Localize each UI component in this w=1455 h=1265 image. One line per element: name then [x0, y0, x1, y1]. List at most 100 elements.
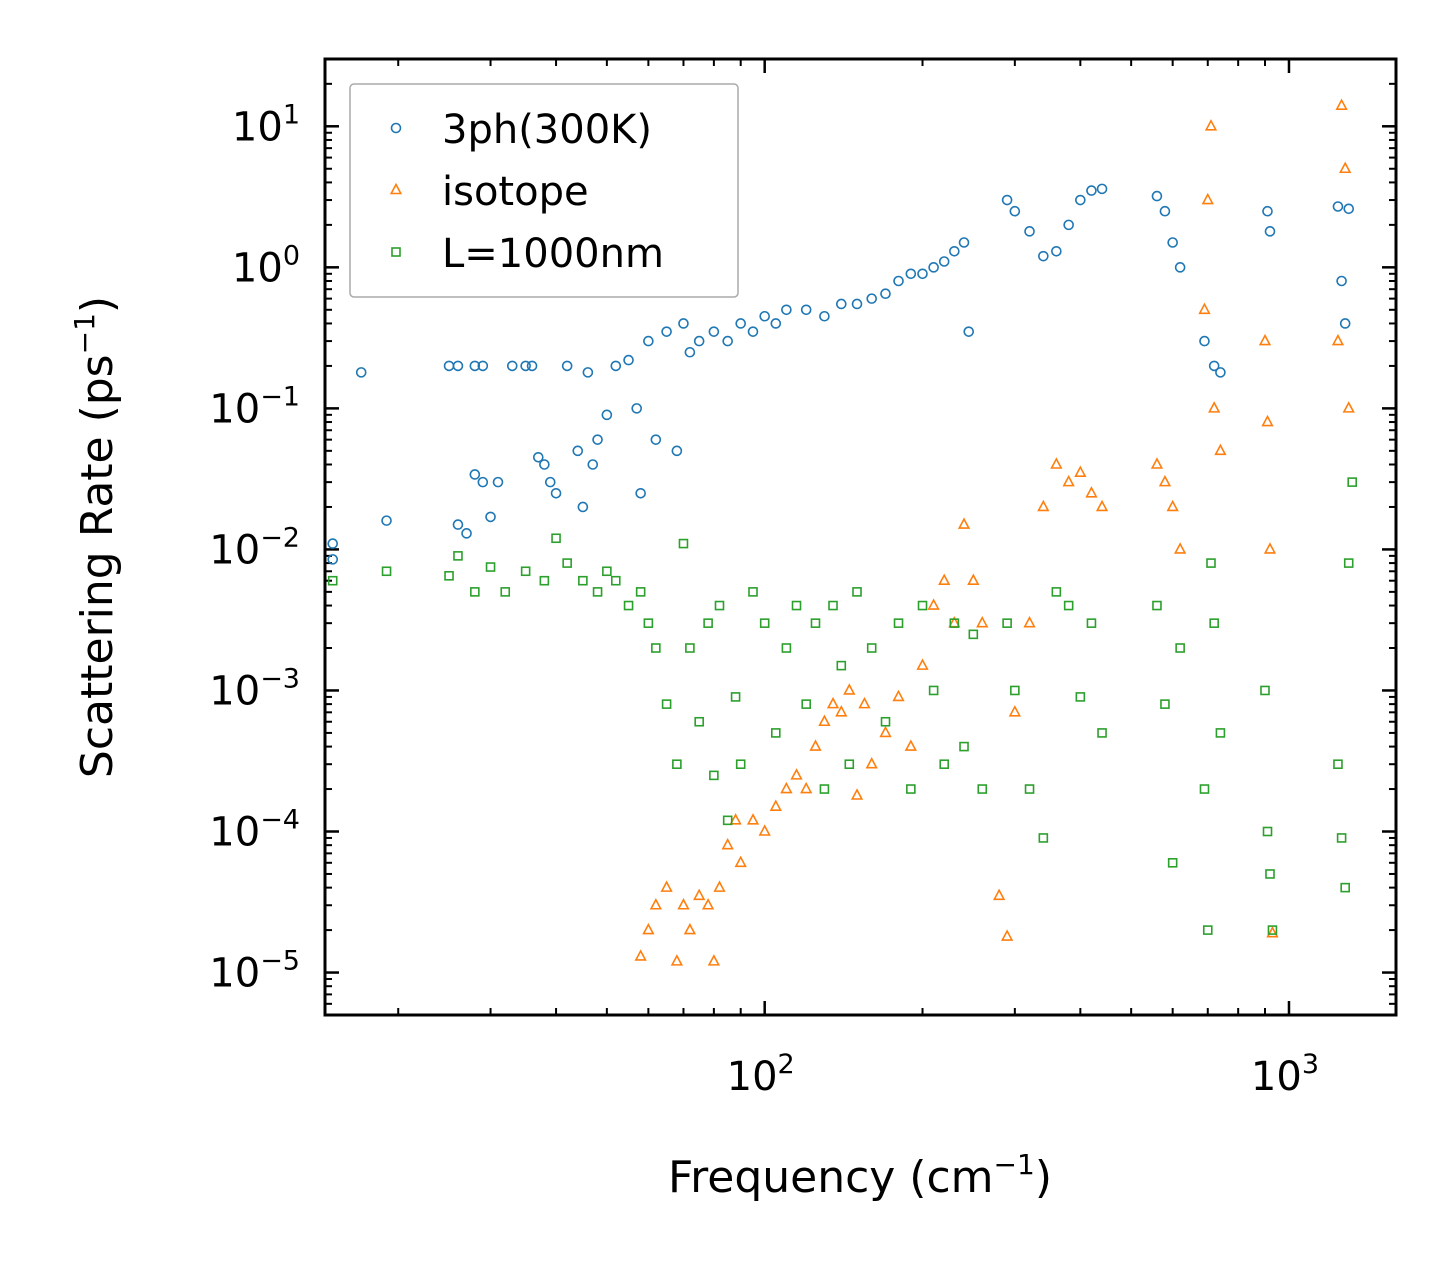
- data-point: [634, 949, 647, 961]
- data-point: [327, 575, 338, 586]
- data-point: [683, 922, 697, 935]
- data-point: [707, 954, 721, 966]
- data-point: [561, 360, 573, 372]
- data-point: [1166, 499, 1179, 512]
- data-point: [708, 326, 720, 337]
- data-point: [967, 573, 980, 586]
- data-point: [746, 813, 760, 825]
- data-point: [968, 629, 979, 640]
- data-point: [893, 275, 904, 287]
- data-point: [1038, 833, 1049, 843]
- data-point: [810, 618, 821, 628]
- data-point: [661, 699, 672, 709]
- data-point: [759, 618, 770, 628]
- data-point: [539, 575, 550, 586]
- data-point: [1152, 600, 1162, 611]
- data-point: [1335, 98, 1348, 110]
- data-point: [649, 898, 662, 910]
- data-point: [800, 304, 812, 316]
- legend-box: [349, 83, 739, 298]
- data-point: [1342, 401, 1355, 413]
- data-point: [801, 699, 812, 709]
- data-point: [809, 739, 822, 751]
- data-point: [1001, 194, 1013, 206]
- data-point: [976, 615, 989, 628]
- data-point: [729, 813, 742, 825]
- series-square: [327, 477, 1357, 935]
- data-point: [1159, 205, 1171, 217]
- data-point: [500, 587, 511, 597]
- data-point: [1209, 618, 1219, 628]
- data-point: [1264, 226, 1276, 237]
- data-point: [1024, 784, 1035, 794]
- data-point: [1037, 499, 1050, 512]
- data-point: [1339, 161, 1352, 174]
- data-point: [850, 788, 864, 800]
- data-point: [730, 692, 741, 702]
- data-point: [905, 268, 917, 280]
- data-point: [1261, 414, 1274, 427]
- data-point: [551, 533, 561, 544]
- data-point: [1002, 618, 1012, 628]
- data-point: [735, 318, 746, 329]
- data-point: [1167, 237, 1178, 248]
- data-point: [582, 367, 594, 378]
- legend-label: 3ph(300K): [442, 107, 652, 153]
- data-point: [1038, 250, 1049, 262]
- data-point: [722, 335, 733, 347]
- data-point: [651, 643, 661, 653]
- data-point: [592, 587, 603, 597]
- data-point: [819, 784, 830, 794]
- data-point: [866, 293, 878, 304]
- data-point: [1174, 542, 1187, 554]
- data-point: [485, 562, 496, 572]
- data-point: [1051, 587, 1062, 597]
- data-point: [928, 262, 939, 273]
- data-point: [578, 575, 588, 586]
- data-point: [1199, 784, 1210, 794]
- data-point: [539, 459, 550, 470]
- data-point: [939, 759, 950, 770]
- data-point: [735, 759, 746, 770]
- y-tick-label: 10−3: [209, 663, 300, 714]
- data-point: [1150, 457, 1164, 469]
- data-point: [1202, 925, 1213, 935]
- data-point: [592, 434, 603, 445]
- data-point: [1208, 401, 1221, 413]
- data-point: [661, 326, 672, 337]
- data-point: [917, 600, 928, 611]
- data-point: [444, 571, 454, 581]
- data-point: [526, 360, 538, 372]
- legend-marker: [391, 247, 401, 257]
- data-point: [677, 898, 690, 910]
- data-point: [928, 685, 939, 696]
- data-point: [992, 888, 1006, 901]
- data-point: [791, 600, 802, 611]
- data-point: [957, 517, 971, 529]
- data-point: [963, 326, 975, 337]
- data-point: [1050, 457, 1063, 469]
- data-point: [709, 770, 719, 781]
- data-point: [1199, 335, 1210, 347]
- data-point: [938, 573, 951, 586]
- data-point: [1167, 857, 1178, 868]
- data-point: [520, 360, 531, 372]
- data-point: [1151, 190, 1163, 202]
- data-point: [722, 815, 733, 826]
- data-point: [818, 714, 831, 727]
- data-point: [1263, 542, 1277, 554]
- data-point: [1266, 926, 1279, 938]
- data-point: [635, 487, 646, 499]
- data-point: [906, 784, 916, 794]
- data-point: [470, 587, 480, 597]
- data-point: [1331, 333, 1345, 346]
- data-point: [703, 618, 713, 628]
- data-point: [485, 511, 496, 523]
- data-point: [1096, 183, 1108, 195]
- data-point: [506, 360, 518, 372]
- data-point: [610, 575, 621, 586]
- data-point: [660, 880, 673, 892]
- data-point: [1262, 205, 1273, 217]
- data-point: [1051, 245, 1062, 257]
